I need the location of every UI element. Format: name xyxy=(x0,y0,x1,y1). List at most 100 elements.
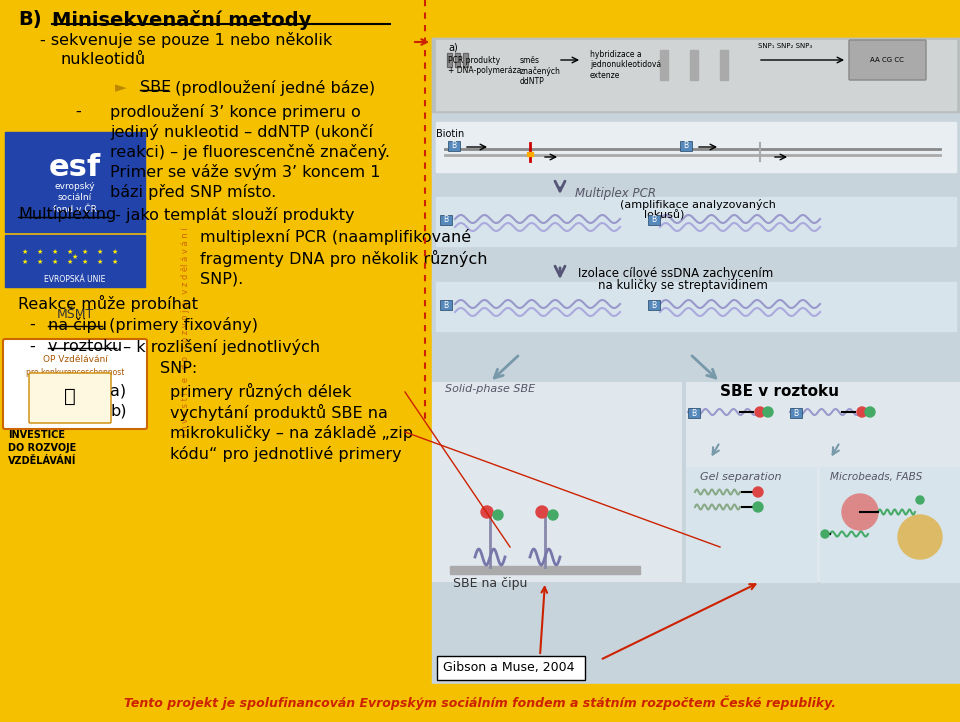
Text: SNP₁ SNP₂ SNP₃: SNP₁ SNP₂ SNP₃ xyxy=(758,43,812,49)
Circle shape xyxy=(763,407,773,417)
Text: EVROPSKÁ UNIE: EVROPSKÁ UNIE xyxy=(44,275,106,284)
Bar xyxy=(440,215,452,225)
Bar xyxy=(432,38,960,684)
Text: ★: ★ xyxy=(36,259,43,265)
Text: B: B xyxy=(691,409,697,417)
Text: mikrokuličky – na základě „zip: mikrokuličky – na základě „zip xyxy=(170,425,413,441)
Text: B): B) xyxy=(18,10,41,29)
Circle shape xyxy=(536,506,548,518)
Bar xyxy=(437,656,585,680)
Text: ★: ★ xyxy=(52,249,59,255)
Bar xyxy=(688,408,700,418)
Text: Multiplex PCR: Multiplex PCR xyxy=(575,187,656,200)
Circle shape xyxy=(865,407,875,417)
Text: směs
značených
ddNTP: směs značených ddNTP xyxy=(520,56,561,87)
Bar xyxy=(432,38,960,112)
Bar xyxy=(436,40,956,110)
Text: a): a) xyxy=(448,43,458,53)
Text: hybridizace a
jednonukleotidová
extenze: hybridizace a jednonukleotidová extenze xyxy=(590,50,661,80)
Text: B: B xyxy=(684,142,688,150)
Bar xyxy=(680,141,692,151)
Text: (prodloužení jedné báze): (prodloužení jedné báze) xyxy=(170,80,375,96)
Bar xyxy=(455,53,460,67)
Bar xyxy=(455,53,460,67)
Text: I n v e s t i c e   d o   r o z v o j e   v z d ěl á v á n í: I n v e s t i c e d o r o z v o j e v z … xyxy=(180,227,189,436)
Text: na čipu: na čipu xyxy=(48,317,107,333)
Text: B: B xyxy=(451,142,457,150)
Bar xyxy=(436,282,956,331)
Text: ★: ★ xyxy=(82,259,88,265)
Text: OP Vzdělávání: OP Vzdělávání xyxy=(42,355,108,364)
Text: - jako templát slouží produkty: - jako templát slouží produkty xyxy=(110,207,354,223)
Text: -: - xyxy=(30,339,41,354)
Bar xyxy=(5,235,145,287)
Text: -: - xyxy=(75,104,81,119)
Bar xyxy=(660,50,668,80)
Bar xyxy=(432,382,682,582)
Text: -: - xyxy=(30,317,41,332)
Bar xyxy=(686,382,960,582)
Bar xyxy=(5,132,145,232)
Text: ★: ★ xyxy=(52,259,59,265)
Bar xyxy=(5,290,145,337)
Text: B: B xyxy=(652,215,657,225)
Bar xyxy=(447,53,452,67)
Text: Biotin: Biotin xyxy=(436,129,465,139)
Text: ★: ★ xyxy=(36,249,43,255)
Bar xyxy=(0,684,960,722)
Text: ★: ★ xyxy=(112,259,118,265)
Text: b): b) xyxy=(110,404,127,419)
Text: ★: ★ xyxy=(82,249,88,255)
Text: 🏠: 🏠 xyxy=(64,386,76,406)
Text: AA CG CC: AA CG CC xyxy=(870,57,904,63)
Text: na kuličky se streptavidinem: na kuličky se streptavidinem xyxy=(598,279,768,292)
Text: esf: esf xyxy=(49,152,101,181)
Bar xyxy=(820,467,960,582)
Text: SNP:: SNP: xyxy=(160,361,197,376)
Circle shape xyxy=(493,510,503,520)
Text: SBE na čipu: SBE na čipu xyxy=(453,577,527,590)
Text: B: B xyxy=(793,409,799,417)
Text: jediný nukleotid – ddNTP (ukončí: jediný nukleotid – ddNTP (ukončí xyxy=(110,124,373,140)
Text: lokusů): lokusů) xyxy=(644,210,684,220)
Text: fragmenty DNA pro několik různých: fragmenty DNA pro několik různých xyxy=(200,250,488,267)
Text: nukleotidů: nukleotidů xyxy=(60,52,145,67)
Text: a): a) xyxy=(110,383,126,398)
Text: ★: ★ xyxy=(67,249,73,255)
Bar xyxy=(463,53,468,67)
Text: Multiplexing: Multiplexing xyxy=(18,207,116,222)
Text: SBE: SBE xyxy=(140,80,171,95)
Text: ★: ★ xyxy=(112,249,118,255)
Bar xyxy=(432,117,960,177)
Circle shape xyxy=(481,506,493,518)
Bar xyxy=(432,279,960,334)
Text: multiplexní PCR (naamplifikované: multiplexní PCR (naamplifikované xyxy=(200,229,471,245)
Text: B: B xyxy=(444,215,448,225)
FancyBboxPatch shape xyxy=(849,40,926,80)
Text: ★: ★ xyxy=(97,259,103,265)
Circle shape xyxy=(753,502,763,512)
Text: Primer se váže svým 3’ koncem 1: Primer se váže svým 3’ koncem 1 xyxy=(110,164,380,180)
Bar xyxy=(686,467,816,582)
Circle shape xyxy=(548,510,558,520)
Text: - sekvenuje se pouze 1 nebo několik: - sekvenuje se pouze 1 nebo několik xyxy=(40,32,332,48)
Text: Gel separation: Gel separation xyxy=(700,472,781,482)
FancyBboxPatch shape xyxy=(29,373,111,423)
Text: Minisekvenační metody: Minisekvenační metody xyxy=(52,10,311,30)
Text: pro konkurenceschopnost: pro konkurenceschopnost xyxy=(26,368,124,377)
Text: v roztoku: v roztoku xyxy=(48,339,122,354)
Text: reakci) – je fluorescenčně značený.: reakci) – je fluorescenčně značený. xyxy=(110,144,390,160)
Text: Izolace cílové ssDNA zachycením: Izolace cílové ssDNA zachycením xyxy=(578,267,773,280)
Text: ★: ★ xyxy=(22,259,28,265)
Text: ★: ★ xyxy=(22,249,28,255)
Text: Microbeads, FABS: Microbeads, FABS xyxy=(830,472,923,482)
Bar xyxy=(447,53,452,67)
Text: SBE v roztoku: SBE v roztoku xyxy=(721,384,839,399)
Text: vychytání produktů SBE na: vychytání produktů SBE na xyxy=(170,404,388,421)
Circle shape xyxy=(898,515,942,559)
Text: Tento projekt je spolufinancován Evropským sociálním fondem a státním rozpočtem : Tento projekt je spolufinancován Evropsk… xyxy=(124,696,836,710)
Text: – k rozlišení jednotlivých: – k rozlišení jednotlivých xyxy=(118,339,320,355)
Text: Gibson a Muse, 2004: Gibson a Muse, 2004 xyxy=(443,661,574,674)
Bar xyxy=(527,152,533,156)
FancyBboxPatch shape xyxy=(3,339,147,429)
